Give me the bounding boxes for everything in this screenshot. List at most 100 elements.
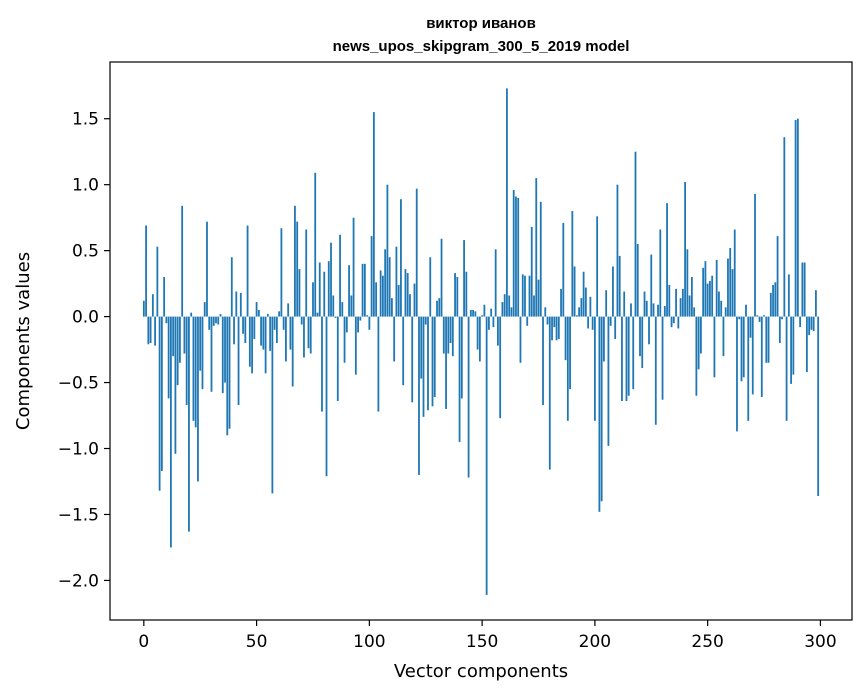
bar	[420, 316, 423, 379]
bar	[345, 316, 348, 333]
bar	[160, 316, 163, 471]
bar	[600, 316, 603, 502]
y-tick-label: −1.0	[58, 440, 99, 460]
bar	[785, 316, 788, 421]
bar	[645, 300, 648, 317]
bar	[801, 262, 804, 317]
bar	[487, 316, 490, 330]
bar	[179, 316, 181, 363]
bar	[300, 316, 303, 325]
bar	[659, 229, 662, 317]
bar	[562, 222, 565, 317]
bar	[149, 316, 152, 343]
x-axis-label: Vector components	[394, 661, 568, 682]
bar	[596, 216, 599, 317]
bar	[688, 295, 691, 317]
bar	[465, 271, 468, 317]
y-tick-label: 1.0	[72, 176, 99, 196]
chart-title: виктор иванов	[426, 15, 536, 32]
bar	[246, 225, 249, 317]
bar	[731, 269, 734, 317]
bar	[359, 316, 362, 321]
bar	[740, 316, 743, 382]
bar	[706, 283, 709, 317]
bar	[165, 316, 168, 324]
bar	[289, 316, 292, 350]
bar	[693, 307, 696, 317]
bar	[469, 310, 472, 317]
bar	[587, 316, 590, 329]
bar	[718, 291, 720, 317]
bar	[368, 316, 371, 330]
bar	[497, 316, 499, 346]
bar	[431, 316, 434, 407]
bar	[630, 303, 632, 317]
bar	[803, 262, 806, 317]
y-axis-label: Components values	[13, 252, 34, 430]
x-tick-label: 150	[466, 632, 498, 652]
bar	[555, 316, 558, 341]
bar	[201, 316, 204, 390]
bar	[810, 316, 813, 330]
bar	[738, 316, 741, 320]
bar	[251, 316, 253, 374]
bar	[413, 283, 416, 317]
bar	[377, 316, 380, 412]
bar	[546, 316, 549, 325]
bar	[787, 274, 790, 317]
bar	[307, 316, 310, 349]
bar	[167, 316, 170, 399]
bar	[260, 316, 262, 346]
bar	[695, 316, 698, 396]
bar	[433, 316, 436, 398]
bar	[508, 295, 511, 317]
bar	[632, 316, 635, 390]
bar	[515, 196, 517, 317]
bar	[652, 303, 655, 317]
bar	[438, 298, 441, 317]
y-tick-label: −1.5	[58, 505, 99, 525]
bar	[400, 199, 402, 317]
bar	[467, 316, 470, 478]
bar	[206, 221, 208, 317]
bar	[379, 270, 382, 317]
bar	[733, 229, 736, 317]
bar	[792, 316, 795, 375]
bar	[291, 316, 294, 387]
bar	[275, 316, 278, 343]
bar	[248, 316, 251, 367]
bar	[767, 316, 770, 363]
bar	[273, 316, 276, 330]
bar	[145, 225, 147, 317]
bar	[210, 316, 213, 392]
bar	[370, 236, 373, 317]
bar	[472, 310, 474, 317]
bar	[221, 316, 224, 394]
bar	[657, 304, 659, 317]
bar	[571, 211, 574, 317]
bar	[639, 316, 641, 357]
bar	[321, 316, 323, 412]
bar	[526, 316, 529, 326]
bar	[230, 257, 233, 317]
bar	[185, 316, 188, 405]
bar	[440, 238, 443, 317]
bar	[794, 120, 797, 317]
bar	[747, 316, 750, 421]
bar	[544, 307, 547, 317]
bar	[510, 307, 513, 317]
bar	[533, 295, 535, 317]
bar	[436, 300, 438, 317]
x-tick-label: 300	[804, 632, 836, 652]
bar	[593, 316, 596, 421]
bar	[395, 246, 398, 317]
bar	[790, 316, 792, 384]
bar	[226, 316, 229, 436]
bar	[158, 316, 161, 491]
bar	[224, 316, 226, 383]
bar	[663, 306, 666, 317]
bar	[190, 312, 193, 317]
bar	[591, 316, 594, 330]
bar	[478, 316, 481, 362]
bar	[675, 288, 677, 317]
